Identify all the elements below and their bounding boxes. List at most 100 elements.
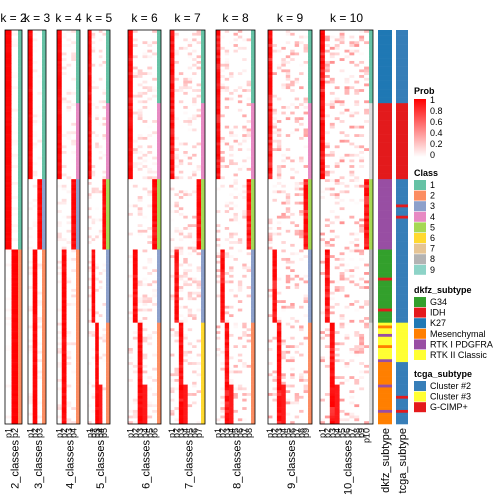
class-strip-cell	[251, 83, 255, 87]
heat-cell	[57, 190, 63, 194]
heat-cell	[37, 35, 43, 39]
heat-cell	[147, 103, 153, 107]
heat-cell	[28, 179, 33, 183]
heat-cell	[91, 376, 96, 380]
heat-cell	[88, 252, 92, 256]
class-strip-cell	[157, 184, 161, 188]
class-strip-cell	[157, 362, 161, 366]
heat-cell	[128, 305, 134, 309]
heat-cell	[174, 252, 180, 256]
heat-cell	[147, 49, 153, 53]
heat-cell	[91, 415, 96, 419]
heat-cell	[91, 52, 96, 56]
class-strip-cell	[106, 235, 110, 239]
class-strip-cell	[106, 89, 110, 93]
heat-cell	[220, 120, 226, 124]
heat-cell	[196, 100, 202, 104]
class-strip-cell	[18, 44, 22, 48]
class-strip-cell	[106, 173, 110, 177]
heat-cell	[95, 111, 100, 115]
class-strip-cell	[42, 376, 46, 380]
heat-cell	[187, 269, 193, 273]
class-strip-cell	[42, 249, 46, 253]
heat-cell	[142, 117, 148, 121]
heat-cell	[88, 72, 92, 76]
heat-cell	[88, 105, 92, 110]
heat-cell	[229, 75, 234, 79]
heat-cell	[71, 238, 77, 242]
heat-cell	[5, 362, 12, 366]
heat-cell	[98, 52, 103, 56]
class-strip-cell	[157, 190, 161, 194]
heat-cell	[142, 235, 148, 239]
heat-cell	[61, 86, 67, 90]
class-strip-cell	[157, 187, 161, 191]
heat-cell	[216, 35, 221, 39]
heat-cell	[196, 421, 202, 425]
heat-cell	[91, 370, 96, 374]
heat-cell	[192, 187, 197, 191]
heat-cell	[71, 80, 77, 84]
heat-cell	[32, 370, 38, 374]
heat-cell	[132, 167, 138, 172]
heat-cell	[132, 305, 138, 309]
heat-cell	[147, 212, 153, 217]
heat-cell	[192, 260, 197, 264]
class-strip-cell	[201, 196, 205, 200]
heat-cell	[187, 156, 193, 160]
heat-cell	[128, 339, 134, 343]
heat-cell	[28, 128, 33, 132]
class-strip-cell	[76, 198, 80, 202]
class-strip-cell	[18, 193, 22, 197]
heat-cell	[61, 325, 67, 329]
heat-cell	[66, 421, 72, 425]
heat-cell	[128, 38, 134, 42]
heat-cell	[37, 72, 43, 76]
heat-cell	[192, 218, 197, 222]
heat-cell	[216, 46, 221, 50]
heat-cell	[192, 38, 197, 42]
heat-cell	[37, 63, 43, 67]
heat-cell	[196, 52, 202, 56]
heat-cell	[137, 381, 143, 385]
class-strip-cell	[201, 218, 205, 222]
heat-cell	[28, 235, 33, 239]
heat-cell	[132, 179, 138, 183]
heat-cell	[246, 94, 252, 98]
class-strip-cell	[18, 311, 22, 315]
heat-cell	[61, 395, 67, 399]
heat-cell	[32, 350, 38, 354]
panel-frame	[56, 29, 81, 425]
heat-cell	[88, 63, 92, 67]
heat-cell	[102, 89, 107, 93]
heat-cell	[37, 286, 43, 290]
class-strip-cell	[42, 204, 46, 208]
class-strip-cell	[18, 86, 22, 90]
heat-cell	[66, 156, 72, 160]
heat-cell	[88, 308, 92, 312]
heat-cell	[174, 398, 180, 402]
heat-cell	[246, 125, 252, 129]
class-strip-cell	[106, 75, 110, 79]
heat-cell	[66, 311, 72, 315]
heat-cell	[66, 294, 72, 298]
class-strip-cell	[76, 30, 80, 34]
heat-cell	[142, 156, 148, 160]
class-strip-cell	[42, 210, 46, 214]
heat-cell	[170, 103, 175, 107]
heat-cell	[98, 322, 103, 326]
heat-cell	[102, 336, 107, 340]
heat-cell	[71, 94, 77, 98]
heat-cell	[98, 359, 103, 363]
heat-cell	[237, 30, 243, 34]
heat-cell	[178, 35, 184, 39]
heat-cell	[98, 418, 103, 422]
heat-cell	[102, 162, 107, 166]
heat-cell	[32, 381, 38, 385]
heat-cell	[28, 159, 33, 163]
class-strip-cell	[106, 131, 110, 135]
heat-cell	[224, 32, 230, 36]
heat-cell	[102, 314, 107, 318]
class-strip-cell	[18, 415, 22, 419]
class-strip-cell	[201, 269, 205, 273]
